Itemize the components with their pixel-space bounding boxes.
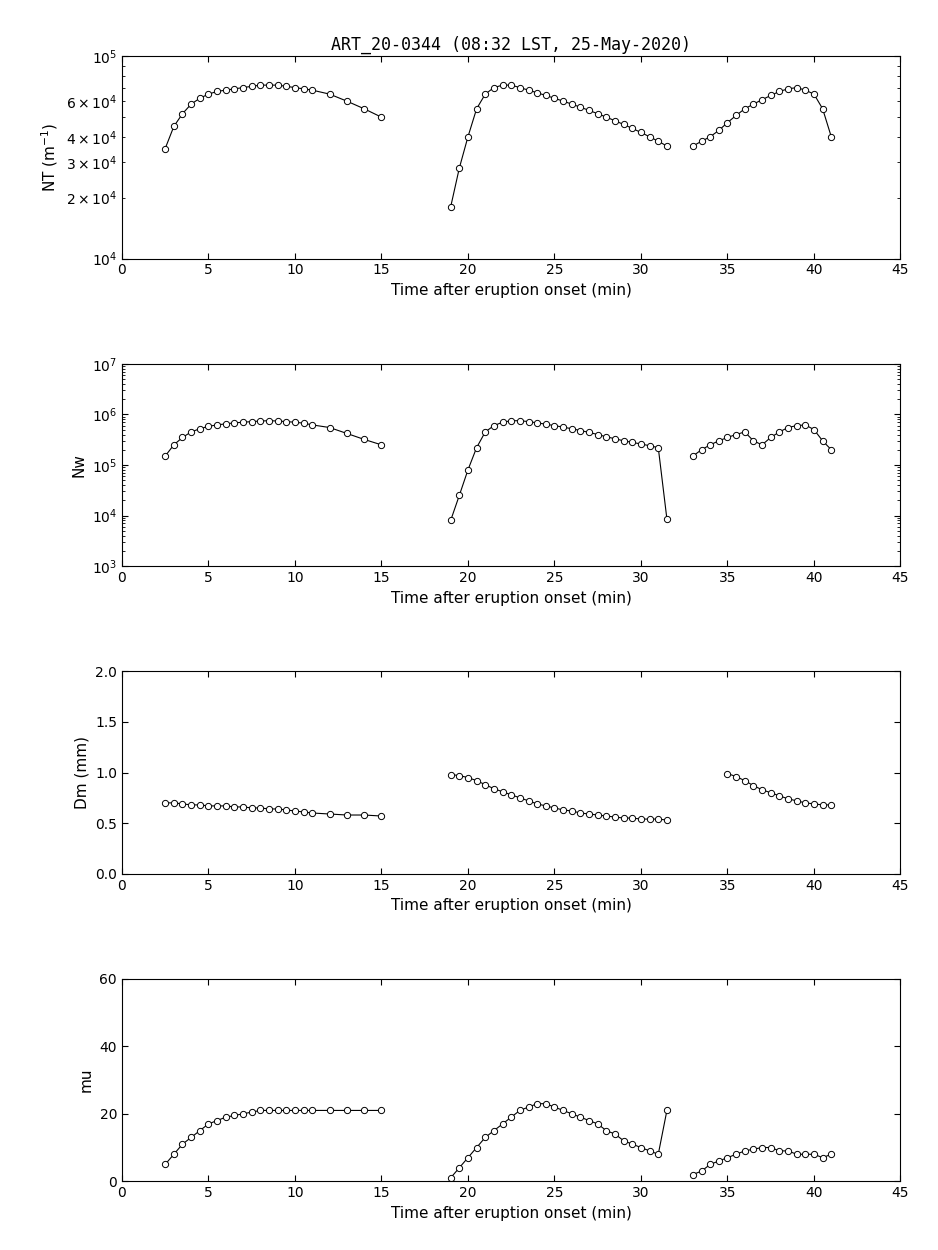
Y-axis label: NT (m$^{-1}$): NT (m$^{-1}$) — [39, 122, 60, 192]
X-axis label: Time after eruption onset (min): Time after eruption onset (min) — [391, 282, 631, 298]
Y-axis label: mu: mu — [79, 1068, 94, 1092]
X-axis label: Time after eruption onset (min): Time after eruption onset (min) — [391, 590, 631, 605]
Y-axis label: Nw: Nw — [71, 452, 86, 478]
X-axis label: Time after eruption onset (min): Time after eruption onset (min) — [391, 898, 631, 912]
X-axis label: Time after eruption onset (min): Time after eruption onset (min) — [391, 1206, 631, 1221]
Y-axis label: Dm (mm): Dm (mm) — [74, 736, 89, 809]
Title: ART_20-0344 (08:32 LST, 25-May-2020): ART_20-0344 (08:32 LST, 25-May-2020) — [331, 35, 691, 54]
